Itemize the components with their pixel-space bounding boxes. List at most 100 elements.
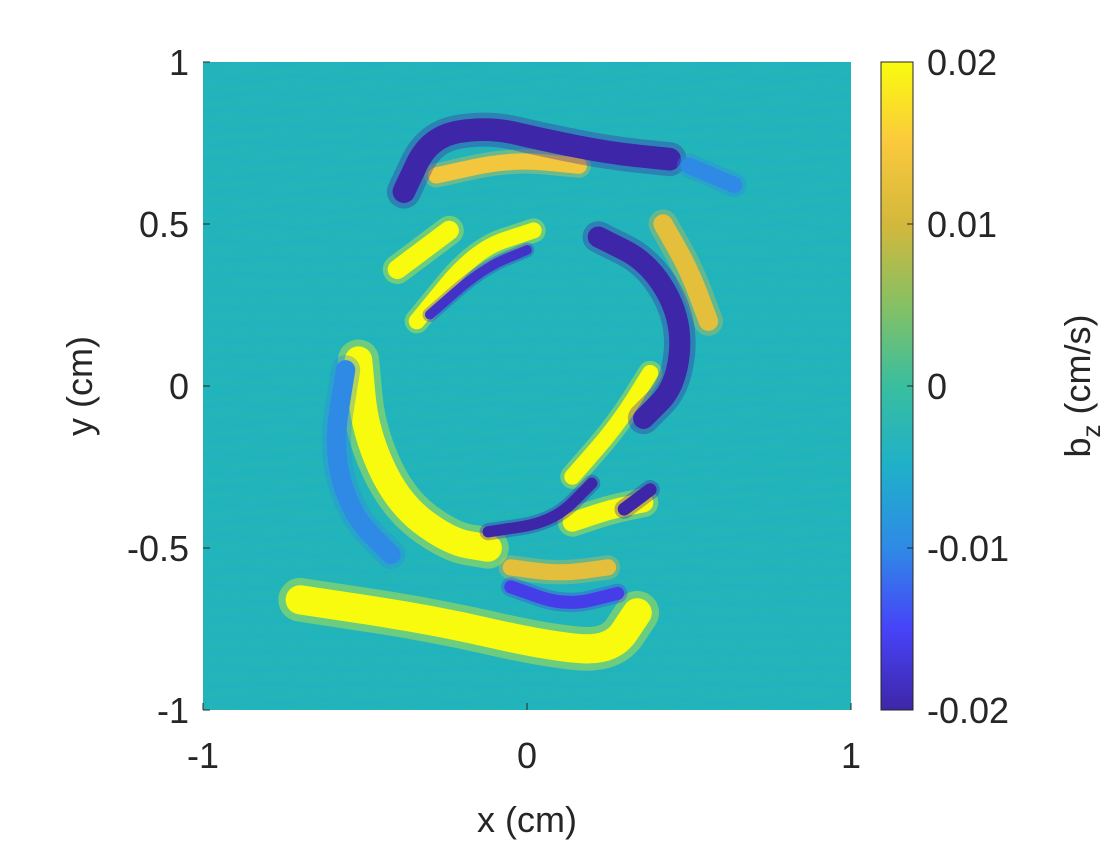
ripple-line [203, 329, 851, 336]
ripple-line [203, 690, 851, 697]
heatmap-band [387, 220, 459, 280]
ripple-line [203, 427, 851, 435]
ripple-line [203, 370, 851, 377]
ripple-line [203, 198, 851, 205]
heatmap-band [326, 360, 401, 565]
ripple-line [203, 149, 851, 156]
ripple-line [203, 444, 851, 451]
plot-area [203, 62, 851, 710]
y-tick-label: 0.5 [139, 204, 189, 245]
ripple-line [203, 190, 851, 197]
x-tick-label: -1 [187, 735, 219, 776]
heatmap-band [564, 364, 659, 485]
ripple-line [203, 468, 851, 476]
heatmap-band [502, 559, 617, 581]
colorbar-ticks: -0.02 -0.01 0 0.01 0.02 [907, 42, 1009, 731]
x-tick-label: 0 [517, 735, 537, 776]
ripple-line [203, 91, 851, 98]
ripple-line [203, 485, 851, 492]
heatmap-band [587, 226, 691, 429]
y-tick-label: 0 [169, 366, 189, 407]
ripple-line [203, 214, 851, 221]
heatmap-band [424, 245, 532, 320]
heatmap-band [482, 477, 598, 538]
ripple-line [203, 255, 851, 262]
colorbar-tick-label: -0.01 [927, 528, 1009, 569]
ripple-line [203, 501, 851, 508]
ripple-line [203, 616, 851, 623]
ripple-line [203, 673, 851, 681]
ripple-line [203, 518, 851, 525]
ripple-line [203, 67, 851, 74]
ripple-line [203, 222, 851, 230]
colorbar: -0.02 -0.01 0 0.01 0.02 bz (cm/s) [880, 42, 1106, 731]
ripple-line [203, 452, 851, 459]
ripple-line [203, 477, 851, 484]
y-axis: -1 -0.5 0 0.5 1 [127, 42, 210, 731]
ripple-line [203, 419, 851, 426]
ripple-line [203, 321, 851, 328]
ripple-line [203, 542, 851, 549]
ripple-line [203, 386, 851, 394]
ripple-line [203, 354, 851, 361]
ripple-line [203, 706, 851, 710]
colorbar-tick-label: 0.02 [927, 42, 997, 83]
x-axis-label: x (cm) [477, 799, 577, 840]
y-tick-label: -1 [157, 690, 189, 731]
y-axis-label: y (cm) [59, 336, 100, 436]
ripple-line [203, 559, 851, 566]
ripple-line [203, 99, 851, 107]
ripple-line [203, 411, 851, 418]
ripple-line [203, 395, 851, 402]
ripple-line [203, 665, 851, 672]
ripple-line [203, 116, 851, 123]
ripple-line [203, 337, 851, 344]
ripple-line [203, 534, 851, 541]
heatmap-band [344, 346, 502, 562]
x-tick-label: 1 [841, 735, 861, 776]
ripple-line [203, 460, 851, 467]
ripple-line [203, 296, 851, 303]
heatmap-band [392, 118, 681, 203]
ripple-line [203, 239, 851, 246]
ripple-line [203, 493, 851, 500]
colorbar-tick-label: -0.02 [927, 690, 1009, 731]
ripple-line [203, 403, 851, 410]
ripple-line [203, 682, 851, 689]
ripple-line [203, 550, 851, 558]
ripple-line [203, 436, 851, 443]
ripple-line [203, 345, 851, 353]
ripple-line [203, 575, 851, 582]
ripple-line [203, 173, 851, 180]
ripple-line [203, 280, 851, 287]
heatmap-band [428, 153, 587, 184]
ripple-line [203, 657, 851, 664]
colorbar-label: bz (cm/s) [1057, 315, 1106, 458]
ripple-line [203, 313, 851, 320]
ripple-line [203, 62, 844, 66]
ripple-line [203, 509, 851, 517]
ripple-line [203, 362, 851, 369]
ripple-line [203, 288, 851, 295]
x-axis: -1 0 1 [187, 703, 861, 776]
heatmap-band [285, 585, 652, 664]
ripple-line [203, 75, 851, 82]
ripple-line [203, 698, 851, 705]
colorbar-tick-label: 0.01 [927, 204, 997, 245]
ripple-line [203, 304, 851, 312]
heatmap-features [278, 112, 747, 671]
heatmap-band [680, 157, 743, 194]
ripple-line [203, 206, 851, 213]
y-tick-label: -0.5 [127, 528, 189, 569]
colorbar-tick-label: 0 [927, 366, 947, 407]
ripple-line [203, 108, 851, 115]
ripple-line [203, 378, 851, 385]
heatmap-band [408, 222, 542, 330]
heatmap-band [504, 580, 625, 609]
ripple-line [203, 83, 851, 90]
heatmap-band [653, 214, 719, 331]
y-tick-label: 1 [169, 42, 189, 83]
ripple-line [203, 272, 851, 279]
